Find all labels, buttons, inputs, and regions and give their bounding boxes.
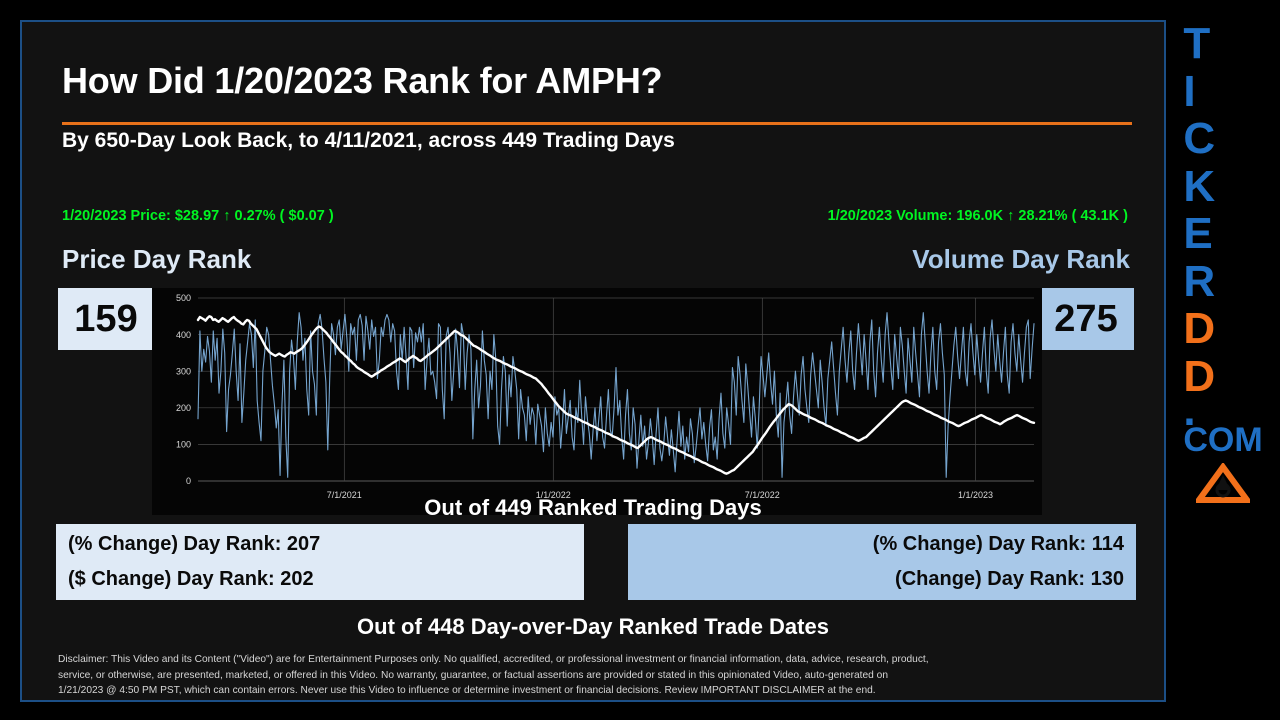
brand-letter-d: D [1183, 351, 1216, 401]
brand-letter-c: C [1183, 114, 1216, 164]
chart-caption: Out of 449 Ranked Trading Days [424, 495, 762, 520]
brand-letter-r: R [1183, 256, 1216, 306]
price-day-rank-value: 159 [58, 288, 154, 350]
disclaimer-line-2: service, or otherwise, are presented, ma… [58, 669, 889, 681]
page-title: How Did 1/20/2023 Rank for AMPH? [62, 60, 663, 101]
y-axis-tick: 0 [186, 476, 191, 486]
page-subtitle: By 650-Day Look Back, to 4/11/2021, acro… [62, 129, 675, 152]
price-stat-line: 1/20/2023 Price: $28.97 ↑ 0.27% ( $0.07 … [62, 208, 334, 224]
volume-day-rank-header: Volume Day Rank [912, 244, 1130, 274]
main-panel: How Did 1/20/2023 Rank for AMPH? By 650-… [20, 20, 1166, 702]
disclaimer-text: Disclaimer: This Video and its Content (… [58, 652, 1128, 699]
chart-series-price-day-rank [196, 315, 1036, 475]
disclaimer-line-3: 1/21/2023 @ 4:50 PM PST, which can conta… [58, 685, 876, 696]
volume-change-rank-box: (% Change) Day Rank: 114 (Change) Day Ra… [628, 524, 1136, 600]
tickerdd-logo-icon [1193, 461, 1253, 508]
brand-rail: T I C K E R D D. COM [1166, 0, 1280, 720]
brand-letters: T I C K E R D D. COM [1183, 20, 1262, 459]
title-accent-rule [62, 122, 1132, 125]
brand-letter-t: T [1183, 19, 1211, 68]
x-axis-tick: 7/1/2021 [327, 490, 362, 500]
x-axis-tick: 7/1/2022 [745, 490, 780, 500]
y-axis-tick: 100 [176, 440, 191, 450]
brand-letter-.: . [1183, 386, 1196, 436]
volume-stat-line: 1/20/2023 Volume: 196.0K ↑ 28.21% ( 43.1… [827, 208, 1128, 224]
y-axis-tick: 300 [176, 366, 191, 376]
x-axis-tick: 1/1/2023 [958, 490, 993, 500]
disclaimer-line-1: Disclaimer: This Video and its Content (… [58, 654, 929, 665]
brand-letter-k: K [1183, 161, 1216, 211]
rank-history-chart: 0 100 200 300 400 500 7/1/2021 1/1/2022 7/1/2022… [152, 288, 1042, 515]
volume-day-rank-value: 275 [1038, 288, 1134, 350]
price-day-rank-header: Price Day Rank [62, 244, 252, 274]
price-pct-change-rank: (% Change) Day Rank: 207 [68, 533, 321, 555]
x-axis-tick: 1/1/2022 [536, 490, 571, 500]
y-axis-tick: 500 [176, 293, 191, 303]
price-dollar-change-rank: ($ Change) Day Rank: 202 [68, 568, 314, 590]
rank-history-chart-svg: 0 100 200 300 400 500 7/1/2021 1/1/2022 7/1/2022… [152, 288, 1042, 515]
change-rank-caption: Out of 448 Day-over-Day Ranked Trade Dat… [357, 614, 829, 639]
volume-change-rank: (Change) Day Rank: 130 [895, 568, 1124, 590]
brand-letter-d: D [1183, 304, 1216, 354]
volume-pct-change-rank: (% Change) Day Rank: 114 [872, 533, 1124, 555]
brand-letter-com: COM [1183, 421, 1263, 460]
price-change-rank-box: (% Change) Day Rank: 207 ($ Change) Day … [56, 524, 584, 600]
chart-series-volume-day-rank [197, 312, 1035, 478]
y-axis-tick: 400 [176, 330, 191, 340]
brand-letter-i: I [1183, 66, 1196, 116]
brand-letter-e: E [1183, 209, 1213, 259]
y-axis-tick: 200 [176, 403, 191, 413]
